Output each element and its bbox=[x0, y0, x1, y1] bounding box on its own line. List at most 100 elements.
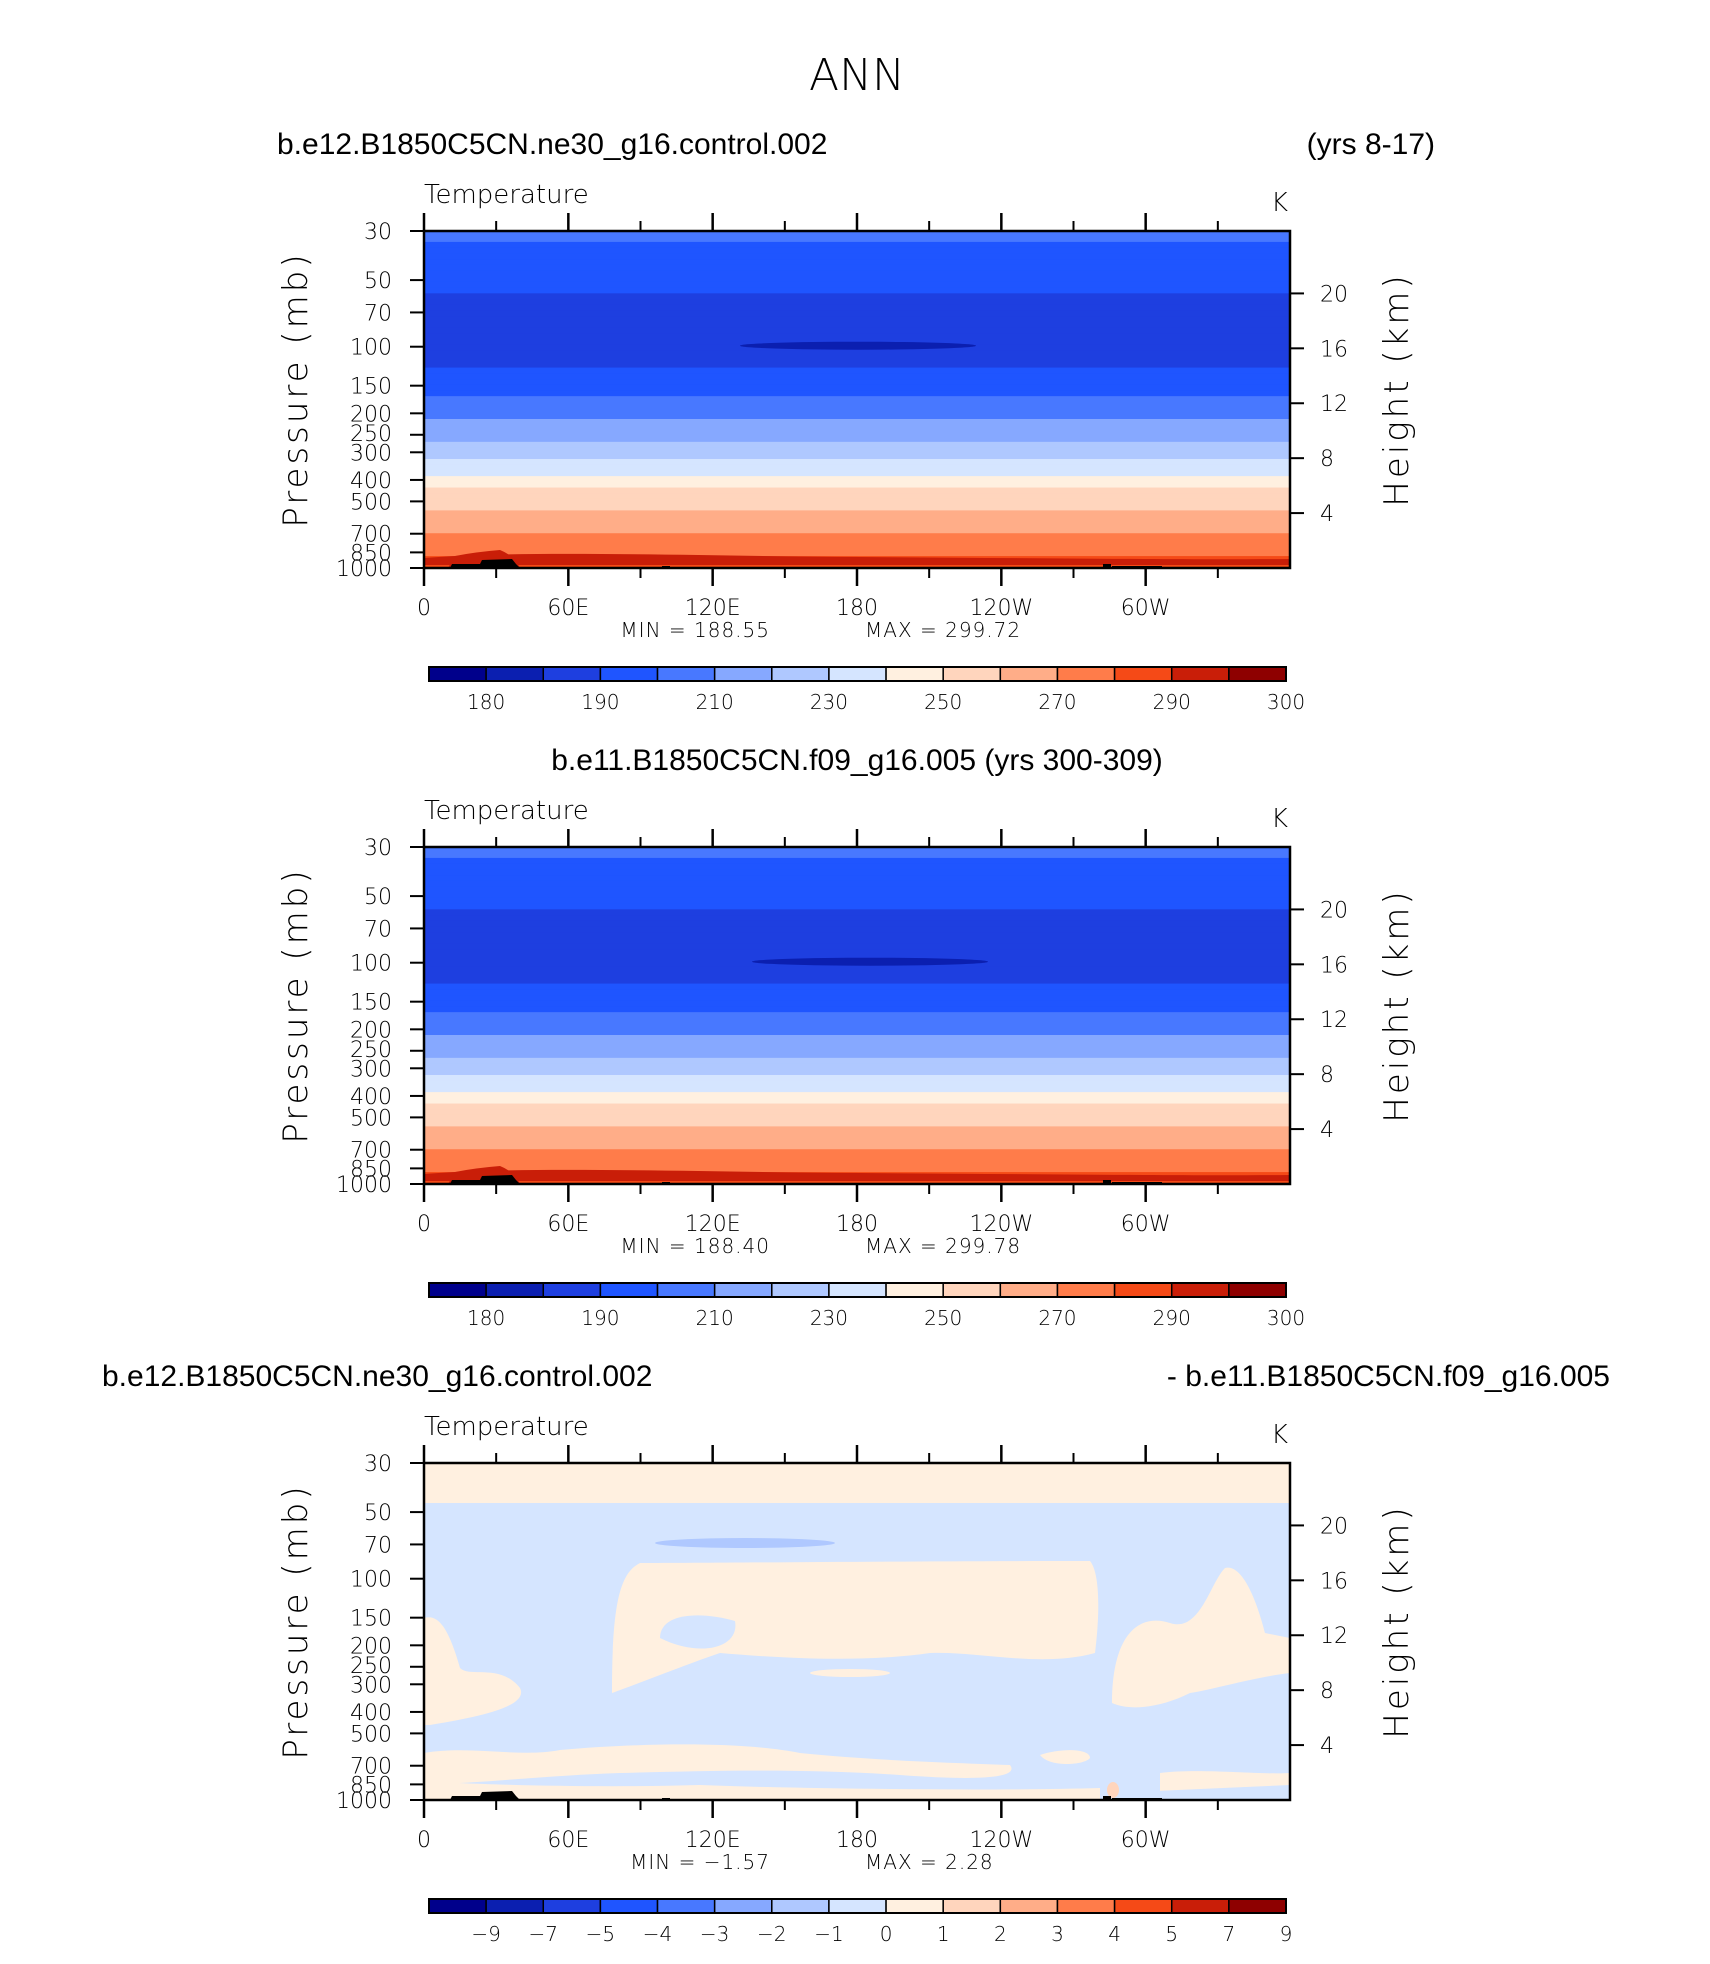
temperature-band bbox=[424, 436, 1290, 443]
variable-label: Temperature bbox=[424, 796, 589, 826]
surface-warm-band bbox=[424, 553, 1290, 565]
temperature-band bbox=[424, 470, 1290, 478]
temperature-band bbox=[424, 361, 1290, 369]
temperature-band bbox=[424, 880, 1290, 888]
x-tick-label: 60E bbox=[547, 596, 589, 621]
temperature-band bbox=[424, 1069, 1290, 1076]
units-label: K bbox=[1271, 188, 1288, 218]
temperature-band bbox=[424, 487, 1290, 495]
colorbar-swatch bbox=[885, 1282, 944, 1298]
pressure-tick-label: 100 bbox=[350, 336, 392, 361]
temperature-band bbox=[424, 1057, 1290, 1065]
warm-region-surface bbox=[424, 1781, 1100, 1800]
temperature-band bbox=[424, 504, 1290, 512]
temperature-band bbox=[424, 356, 1290, 363]
temperature-band bbox=[424, 527, 1290, 535]
temperature-band bbox=[424, 498, 1290, 506]
temperature-band bbox=[424, 932, 1290, 939]
colorbar-tick-label: 180 bbox=[467, 690, 505, 714]
temperature-band bbox=[424, 989, 1290, 997]
y2-axis-title: Height (km) bbox=[1377, 272, 1417, 506]
x-tick-label: 0 bbox=[417, 596, 431, 621]
min-label: MIN = 188.55 bbox=[620, 618, 770, 642]
x-tick-label: 60E bbox=[547, 1828, 589, 1853]
pressure-tick-label: 400 bbox=[350, 469, 392, 494]
pressure-tick-label: 300 bbox=[350, 1057, 392, 1082]
colorbar-swatch bbox=[1228, 1898, 1287, 1914]
pressure-tick-label: 200 bbox=[350, 1634, 392, 1659]
x-tick-label: 60W bbox=[1121, 596, 1171, 621]
colorbar-tick-label: 9 bbox=[1280, 1922, 1293, 1946]
pressure-tick-label: 30 bbox=[364, 220, 392, 245]
colorbar-tick-label: −3 bbox=[700, 1922, 729, 1946]
colorbar: 180 190 210 230 250 270 290 300 bbox=[428, 666, 1305, 714]
cool-surface-right bbox=[1155, 1785, 1290, 1800]
colorbar-tick-label: 300 bbox=[1267, 690, 1305, 714]
colorbar-swatch bbox=[485, 666, 545, 682]
warm-region-lower bbox=[424, 1744, 1012, 1783]
colorbar-swatch bbox=[885, 666, 944, 682]
temperature-band bbox=[424, 287, 1290, 295]
temperature-band bbox=[424, 1120, 1290, 1128]
temperature-band bbox=[424, 401, 1290, 409]
min-label: MIN = −1.57 bbox=[630, 1850, 770, 1874]
colorbar-swatch bbox=[942, 666, 1002, 682]
height-tick-label: 12 bbox=[1320, 392, 1348, 417]
temperature-band bbox=[424, 350, 1290, 358]
temperature-field bbox=[424, 231, 1290, 568]
warm-region-lower-right bbox=[1040, 1750, 1090, 1764]
temperature-band bbox=[424, 396, 1290, 403]
temperature-band bbox=[424, 915, 1290, 922]
pressure-tick-label: 500 bbox=[350, 1106, 392, 1131]
colorbar-swatch bbox=[713, 666, 773, 682]
pressure-tick-label: 50 bbox=[364, 269, 392, 294]
temperature-band bbox=[424, 1166, 1290, 1174]
cold-core bbox=[752, 957, 988, 966]
colorbar-swatch bbox=[542, 1898, 602, 1914]
temperature-band bbox=[424, 510, 1290, 518]
y-axis-title: Pressure (mb) bbox=[276, 867, 316, 1143]
temperature-band bbox=[424, 521, 1290, 529]
temperature-band bbox=[424, 384, 1290, 392]
height-tick-label: 8 bbox=[1320, 1063, 1334, 1088]
colorbar-tick-label: 250 bbox=[924, 1306, 962, 1330]
temperature-band bbox=[424, 1063, 1290, 1071]
temperature-band bbox=[424, 903, 1290, 911]
temperature-band bbox=[424, 852, 1290, 859]
colorbar-swatch bbox=[828, 1898, 887, 1914]
panel-1-temperature: Temperature K 0 60E 120E 180 120W 60W 30 50 70 100 1… bbox=[276, 180, 1417, 714]
temperature-band bbox=[424, 949, 1290, 957]
temperature-band bbox=[424, 458, 1290, 466]
colorbar-tick-label: 210 bbox=[696, 690, 734, 714]
colorbar-swatch bbox=[771, 1282, 830, 1298]
colorbar-swatch bbox=[1056, 1898, 1116, 1914]
pressure-tick-label: 50 bbox=[364, 1501, 392, 1526]
colorbar-swatch bbox=[485, 1898, 545, 1914]
max-label: MAX = 299.72 bbox=[865, 618, 1021, 642]
temperature-band bbox=[424, 1017, 1290, 1025]
colorbar-swatch bbox=[1170, 1282, 1230, 1298]
colorbar-frame bbox=[428, 666, 1287, 682]
variable-label: Temperature bbox=[424, 1412, 589, 1442]
temperature-band bbox=[424, 516, 1290, 523]
colorbar-swatch bbox=[1170, 666, 1230, 682]
temperature-band bbox=[424, 1114, 1290, 1122]
units-label: K bbox=[1271, 804, 1288, 834]
temperature-band bbox=[424, 533, 1290, 540]
colorbar-frame bbox=[428, 1898, 1287, 1914]
land-topography bbox=[1103, 1180, 1111, 1184]
colorbar-tick-label: 2 bbox=[994, 1922, 1007, 1946]
land-topography bbox=[450, 559, 520, 568]
temperature-band bbox=[424, 293, 1290, 301]
colorbar-tick-label: −2 bbox=[757, 1922, 786, 1946]
colorbar-tick-label: 190 bbox=[581, 1306, 619, 1330]
temperature-band bbox=[424, 1000, 1290, 1008]
temperature-band bbox=[424, 270, 1290, 278]
temperature-band bbox=[424, 1034, 1290, 1042]
height-tick-label: 16 bbox=[1320, 953, 1348, 978]
height-tick-label: 12 bbox=[1320, 1008, 1348, 1033]
temperature-band bbox=[424, 253, 1290, 261]
colorbar-swatch bbox=[1170, 1898, 1230, 1914]
colorbar-tick-label: 290 bbox=[1153, 690, 1191, 714]
